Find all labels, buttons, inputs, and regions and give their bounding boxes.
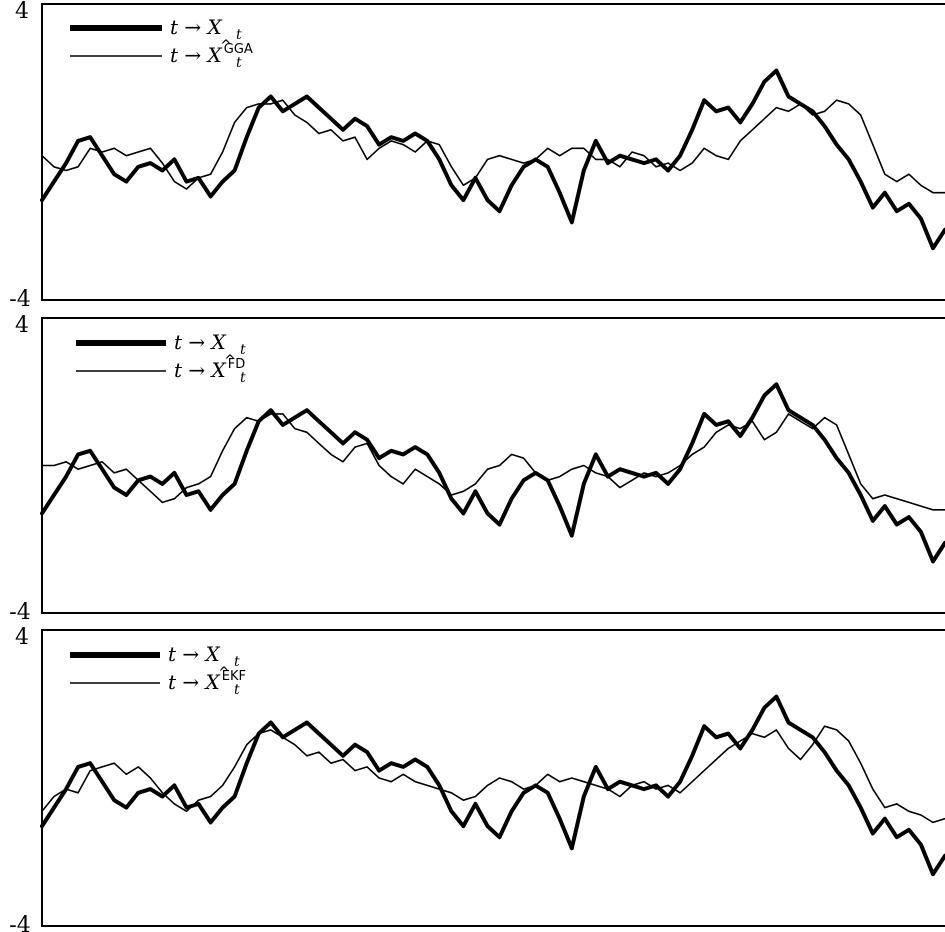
- legend-subscript: t: [240, 342, 246, 358]
- legend-label: t → X GGA: [170, 42, 253, 67]
- legend-label: t → X: [170, 15, 223, 39]
- y-tick-label-bottom: -4: [9, 287, 30, 312]
- series-line-true-state: [40, 68, 945, 251]
- y-tick-label-bottom: -4: [9, 913, 30, 932]
- legend-subscript: t: [236, 55, 242, 71]
- hat-accent: ^: [220, 38, 232, 54]
- series-line-true-state: [40, 382, 945, 564]
- legend-subscript: t: [234, 682, 240, 698]
- series-line-true-state: [40, 694, 945, 877]
- hat-accent: ^: [218, 665, 230, 681]
- y-tick-label-bottom: -4: [9, 600, 30, 625]
- y-tick-label-top: 4: [15, 0, 29, 24]
- series-line-estimate: [41, 725, 945, 824]
- series-line-estimate: [41, 99, 945, 194]
- legend-subscript: t: [240, 370, 246, 386]
- legend-label: t → X: [174, 330, 227, 354]
- legend-label: t → X: [168, 642, 221, 666]
- series-line-estimate: [41, 413, 945, 511]
- hat-accent: ^: [224, 353, 236, 369]
- legend-subscript: t: [234, 654, 240, 670]
- legend-subscript: t: [236, 27, 242, 43]
- plot-frame: [41, 629, 945, 927]
- y-tick-label-top: 4: [15, 313, 29, 338]
- plot-frame: [41, 3, 945, 301]
- y-tick-label-top: 4: [15, 625, 29, 650]
